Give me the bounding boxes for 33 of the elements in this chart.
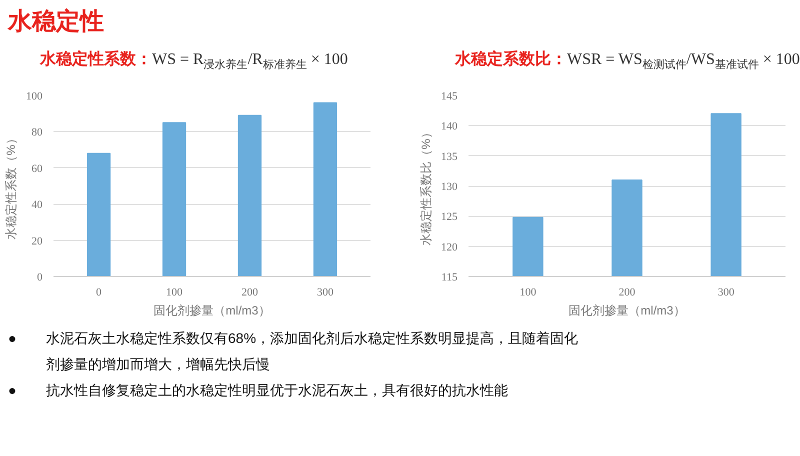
x-tick-label: 300 bbox=[316, 286, 334, 299]
y-tick-label: 80 bbox=[32, 126, 43, 139]
y-tick-label: 40 bbox=[32, 199, 43, 212]
y-tick-label: 125 bbox=[441, 211, 458, 224]
y-axis-title: 水稳定性系数（%） bbox=[4, 132, 18, 240]
y-tick-label: 20 bbox=[32, 236, 43, 248]
x-tick-label: 200 bbox=[618, 286, 636, 299]
y-tick-label: 135 bbox=[441, 151, 458, 164]
x-axis-title: 固化剂掺量（ml/m3） bbox=[568, 304, 686, 318]
y-tick-label: 100 bbox=[26, 90, 43, 103]
y-tick-label: 60 bbox=[32, 163, 43, 176]
bar bbox=[86, 153, 111, 277]
x-tick-label: 200 bbox=[241, 286, 258, 299]
x-tick-label: 0 bbox=[96, 286, 102, 299]
text: ●水泥石灰土水稳定性系数仅有68%，添加固化剂后水稳定性系数明显提高，且随着固化剂掺量的增加而增大，增幅先快后慢 bbox=[8, 330, 578, 372]
chart-title: 水稳定系数比：WSR = WS$_{检测试件}$/WS$_{基准试件}$ × 100 bbox=[455, 51, 800, 72]
bar bbox=[313, 102, 338, 277]
y-tick-label: 140 bbox=[441, 120, 458, 133]
x-tick-label: 100 bbox=[166, 286, 184, 299]
bar bbox=[162, 122, 186, 277]
y-tick-label: 130 bbox=[441, 181, 458, 194]
text: 水稳定性 bbox=[8, 7, 104, 37]
y-tick-label: 120 bbox=[441, 242, 458, 254]
y-tick-label: 145 bbox=[441, 90, 458, 103]
y-axis-title: 水稳定性系数比（%） bbox=[419, 126, 433, 246]
x-tick-label: 300 bbox=[718, 286, 735, 299]
chart-title: 水稳定性系数：WS = R$_{浸水养生}$/R$_{标准养生}$ × 100 bbox=[40, 51, 348, 72]
bar bbox=[238, 115, 262, 277]
text: ●抗水性自修复稳定土的水稳定性明显优于水泥石灰土，具有很好的抗水性能 bbox=[8, 382, 508, 398]
x-tick-label: 100 bbox=[520, 286, 537, 299]
x-axis-title: 固化剂掺量（ml/m3） bbox=[154, 304, 270, 318]
y-tick-label: 0 bbox=[37, 272, 43, 284]
y-tick-label: 115 bbox=[441, 272, 458, 284]
